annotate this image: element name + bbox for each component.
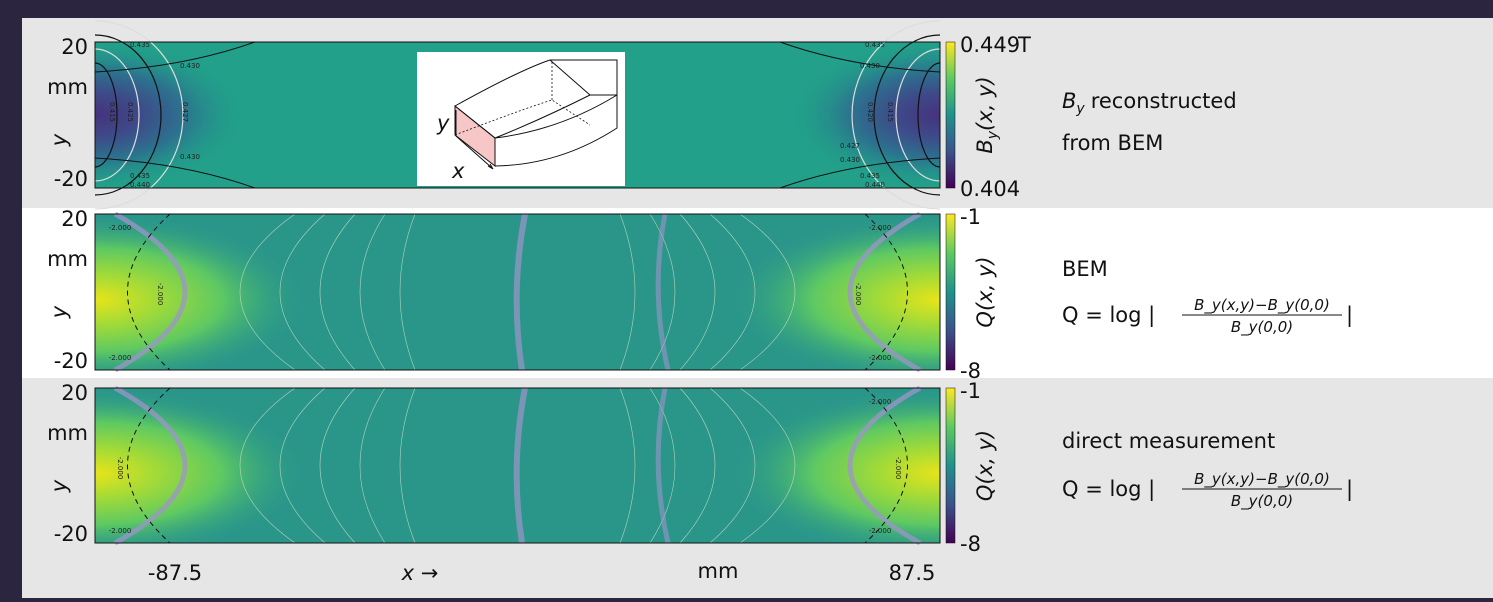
y-axis-label: y xyxy=(47,133,71,147)
colorbar xyxy=(946,388,955,543)
caption: direct measurement xyxy=(1062,429,1275,453)
args: (x, y) xyxy=(973,256,997,311)
contour-label: -2.000 xyxy=(869,527,892,535)
formula-lhs: Q = log | xyxy=(1062,303,1155,328)
inset-y-label: y xyxy=(436,111,450,135)
colorbar xyxy=(946,214,955,370)
y-tick-label: -20 xyxy=(54,349,88,373)
caption: from BEM xyxy=(1062,131,1163,155)
y-tick-label: 20 xyxy=(61,207,88,231)
contour-label: -2.000 xyxy=(109,224,132,232)
formula-denominator: B_y(0,0) xyxy=(1231,492,1293,511)
y-unit: mm xyxy=(47,75,88,99)
colorbar-max: 0.449 xyxy=(960,33,1020,57)
contour-label: 0.425 xyxy=(126,102,134,122)
contour-label: 0.435 xyxy=(130,172,150,180)
y-axis-label: y xyxy=(47,479,71,493)
contour-label: -2.000 xyxy=(116,457,124,480)
x-tick-label: 87.5 xyxy=(889,561,936,585)
symbol: B xyxy=(973,139,997,153)
symbol: B xyxy=(1062,89,1076,113)
contour-label: 0.440 xyxy=(865,181,885,189)
contour-label: 0.427 xyxy=(840,142,860,150)
colorbar-min: -8 xyxy=(960,532,981,556)
text: reconstructed xyxy=(1091,89,1237,113)
colorbar xyxy=(946,42,955,188)
colorbar-max: -1 xyxy=(960,379,981,403)
inset: yx xyxy=(417,52,625,186)
colorbar-label: Q(x, y) xyxy=(973,256,997,327)
symbol: Q xyxy=(973,485,997,502)
y-tick-label: 20 xyxy=(61,35,88,59)
y-unit: mm xyxy=(47,421,88,445)
contour-label: -2.000 xyxy=(109,527,132,535)
contour-label: -2.000 xyxy=(869,224,892,232)
formula-numerator: B_y(x,y)−B_y(0,0) xyxy=(1194,470,1330,489)
contour-label: 0.420 xyxy=(866,102,874,122)
contour-label: 0.415 xyxy=(886,102,894,122)
subscript: y xyxy=(1075,101,1085,117)
formula-numerator: B_y(x,y)−B_y(0,0) xyxy=(1194,296,1330,315)
y-axis-label: y xyxy=(47,305,71,319)
y-tick-label: 20 xyxy=(61,381,88,405)
x-tick-label: -87.5 xyxy=(148,561,202,585)
formula-rhs: | xyxy=(1346,477,1353,502)
x-unit: mm xyxy=(698,559,739,583)
contour-label: 0.435 xyxy=(130,41,150,49)
y-unit: mm xyxy=(47,247,88,271)
page: {"panels": [ {"y_ticks": ["20", "-20"], … xyxy=(0,0,1493,598)
caption: BEM xyxy=(1062,257,1108,281)
contour-label: -2.000 xyxy=(869,354,892,362)
formula-rhs: | xyxy=(1346,303,1353,328)
args: (x, y) xyxy=(973,430,997,485)
contour-label: 0.430 xyxy=(860,62,880,70)
inset-x-label: x xyxy=(451,159,465,183)
contour-label: 0.435 xyxy=(860,172,880,180)
contour-label: -2.000 xyxy=(109,354,132,362)
slide: 0.4350.4300.4150.4250.4270.4300.4400.435… xyxy=(0,0,1493,598)
colorbar-label: By(x, y) xyxy=(973,76,1001,153)
contour-label: 0.427 xyxy=(181,102,189,122)
contour-label: 0.430 xyxy=(840,156,860,164)
colorbar-max: -1 xyxy=(960,205,981,229)
contour-label: -2.000 xyxy=(869,398,892,406)
formula-lhs: Q = log | xyxy=(1062,477,1155,502)
symbol: Q xyxy=(973,311,997,328)
contour-label: 0.440 xyxy=(130,181,150,189)
x-axis-label: x → xyxy=(401,561,439,585)
formula-denominator: B_y(0,0) xyxy=(1231,318,1293,337)
args: (x, y) xyxy=(973,76,997,131)
contour-label: -2.000 xyxy=(894,457,902,480)
y-tick-label: -20 xyxy=(54,167,88,191)
contour-label: 0.435 xyxy=(865,41,885,49)
contour-label: 0.430 xyxy=(180,153,200,161)
contour-label: 0.430 xyxy=(180,62,200,70)
colorbar-unit: T xyxy=(1017,33,1031,57)
colorbar-label: Q(x, y) xyxy=(973,430,997,501)
contour-label: 0.415 xyxy=(108,102,116,122)
contour-label: -2.000 xyxy=(854,283,862,306)
contour-label: -2.000 xyxy=(156,283,164,306)
colorbar-min: 0.404 xyxy=(960,177,1020,201)
y-tick-label: -20 xyxy=(54,522,88,546)
